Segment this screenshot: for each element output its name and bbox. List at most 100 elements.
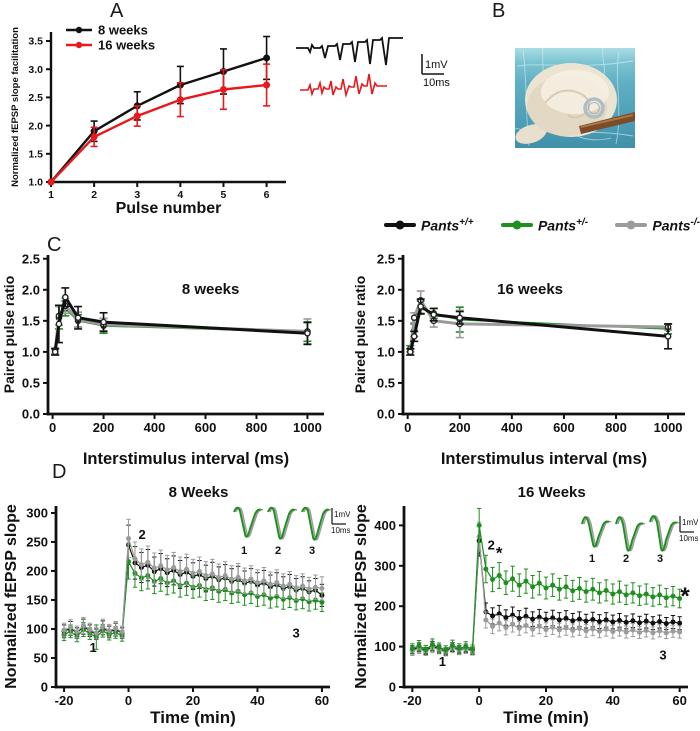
- svg-text:100: 100: [26, 622, 48, 637]
- svg-text:200: 200: [374, 599, 396, 614]
- annotation-c2-0: 16 weeks: [497, 281, 563, 298]
- trace-inset-d2-svg: 1 2 3 1mV 10ms: [581, 515, 699, 565]
- svg-text:600: 600: [195, 420, 217, 435]
- svg-text:200: 200: [93, 420, 115, 435]
- svg-text:0: 0: [476, 693, 483, 708]
- svg-text:800: 800: [246, 420, 268, 435]
- svg-text:0.0: 0.0: [377, 407, 395, 422]
- chart-ltp-16w: -20 0 20 40 60 0 100 200 300 400 Time (min) Normali…: [352, 478, 700, 730]
- panel-label-b: B: [492, 0, 506, 22]
- svg-text:40: 40: [606, 693, 620, 708]
- chart-fepsp-facilitation: 1 2 3 4 5 6 1.0 1.5 2.0 2.5 3.0 3.5 Pulse number Norm…: [8, 16, 296, 220]
- svg-text:8 weeks: 8 weeks: [98, 23, 148, 38]
- d2-trace-label-2: 2: [623, 553, 629, 565]
- svg-text:400: 400: [501, 420, 523, 435]
- svg-text:0: 0: [41, 680, 48, 695]
- y-axis-label-c2: Paired pulse ratio: [353, 276, 368, 393]
- trace-inset-d1: 1 2 3 1mV 10ms: [232, 500, 351, 558]
- x-axis-label-a: Pulse number: [116, 200, 222, 217]
- svg-text:2.5: 2.5: [28, 92, 43, 104]
- legend-swatch-wildtype-icon: [384, 220, 416, 230]
- svg-text:1.0: 1.0: [28, 177, 43, 189]
- svg-text:2.5: 2.5: [377, 251, 395, 266]
- axes: 0 200 400 600 800 1000 0.0 0.5 1.0 1.5 2.0 2.5: [377, 251, 685, 435]
- d1-trace-1: [233, 506, 264, 538]
- chart-svg-a: 1 2 3 4 5 6 1.0 1.5 2.0 2.5 3.0 3.5 Pulse number Norm…: [10, 23, 286, 217]
- chart-svg-d2: -20 0 20 40 60 0 100 200 300 400 Time (min) Normali…: [353, 484, 690, 727]
- d2-trace-label-3: 3: [657, 553, 663, 565]
- annotation-d2-1: 2: [488, 538, 495, 553]
- trace-8w: [296, 36, 403, 66]
- svg-text:1.5: 1.5: [22, 313, 40, 328]
- anchor-ring: [583, 97, 605, 119]
- panel-label-a: A: [110, 0, 124, 22]
- svg-text:2.0: 2.0: [377, 282, 395, 297]
- svg-text:0: 0: [404, 420, 411, 435]
- annotation-d2-2: *: [496, 544, 503, 563]
- legend-label-knockout: Pants-/-: [652, 216, 700, 234]
- svg-text:200: 200: [26, 564, 48, 579]
- annotation-d1-2: 3: [293, 626, 300, 641]
- legend-swatch-het-icon: [500, 220, 533, 230]
- annotation-d2-3: 3: [659, 648, 666, 663]
- chart-paired-pulse-8w: 0 200 400 600 800 1000 0.0 0.5 1.0 1.5 2.0 2.5 Inter…: [1, 245, 350, 471]
- axes: 0 200 400 600 800 1000 0.0 0.5 1.0 1.5 2.0 2.5: [22, 251, 324, 435]
- annotation-c1-0: 8 weeks: [182, 281, 240, 298]
- annotation-d2-4: *: [680, 583, 690, 610]
- annotation-d1-0: 1: [89, 640, 96, 655]
- d2-scalebar-ms: 10ms: [679, 534, 698, 543]
- svg-text:1000: 1000: [293, 420, 322, 435]
- svg-text:60: 60: [315, 693, 329, 708]
- series-8 weeks: [47, 35, 271, 186]
- genotype-legend: Pants+/+ Pants+/- Pants-/-: [384, 214, 700, 236]
- d1-trace-label-2: 2: [275, 545, 281, 557]
- chart-title-d2: 16 Weeks: [518, 484, 586, 501]
- panel-label-c: C: [47, 234, 62, 256]
- svg-text:60: 60: [672, 693, 686, 708]
- svg-text:100: 100: [374, 639, 396, 654]
- svg-text:16 weeks: 16 weeks: [98, 38, 155, 53]
- legend-swatch-knockout-icon: [615, 220, 648, 230]
- svg-text:6: 6: [264, 189, 270, 201]
- svg-text:1.5: 1.5: [28, 148, 43, 160]
- trace-inset-a-svg: 1mV 10ms: [296, 36, 450, 99]
- svg-text:800: 800: [605, 420, 627, 435]
- legend-item-knockout: Pants-/-: [615, 216, 700, 234]
- d1-trace-2: [267, 506, 298, 540]
- chart-svg-c2: 0 200 400 600 800 1000 0.0 0.5 1.0 1.5 2.0 2.5 Inter…: [352, 251, 685, 468]
- svg-text:1.0: 1.0: [377, 344, 395, 359]
- x-axis-label-c1: Interstimulus interval (ms): [83, 450, 289, 468]
- svg-text:20: 20: [186, 693, 200, 708]
- trace-inset-d2: 1 2 3 1mV 10ms: [580, 508, 699, 566]
- svg-text:1.5: 1.5: [377, 313, 395, 328]
- chart-svg-d1: -20 0 20 40 60 0 50 100 150 200 250 300 Time (min) No…: [3, 484, 330, 727]
- series-Pants-/-: [409, 521, 683, 657]
- d2-trace-2: [615, 516, 646, 552]
- brain-slice-photo: [514, 47, 635, 148]
- svg-text:4: 4: [177, 189, 183, 201]
- svg-text:2.5: 2.5: [22, 251, 40, 266]
- x-axis-label-c2: Interstimulus interval (ms): [441, 450, 647, 468]
- d2-trace-1: [581, 516, 612, 548]
- axes: 1 2 3 4 5 6 1.0 1.5 2.0 2.5 3.0 3.5: [28, 32, 286, 201]
- d2-trace-label-1: 1: [589, 553, 595, 565]
- svg-text:3: 3: [134, 189, 140, 201]
- chart-paired-pulse-16w: 0 200 400 600 800 1000 0.0 0.5 1.0 1.5 2.0 2.5 Inter…: [352, 245, 700, 471]
- x-axis-label-d1: Time (min): [150, 708, 236, 727]
- svg-text:40: 40: [250, 693, 264, 708]
- chart-ltp-8w: -20 0 20 40 60 0 50 100 150 200 250 300 Time (min) No…: [2, 478, 350, 730]
- svg-text:0: 0: [49, 420, 56, 435]
- series-Pants+/+: [51, 287, 312, 356]
- svg-text:5: 5: [221, 189, 227, 201]
- svg-text:1: 1: [48, 189, 54, 201]
- svg-text:2: 2: [91, 189, 97, 201]
- series-Pants+/-: [409, 507, 683, 655]
- svg-text:0: 0: [125, 693, 132, 708]
- d2-trace-3: [649, 515, 680, 552]
- series-Pants+/+: [406, 298, 673, 356]
- legend-label-het: Pants+/-: [537, 216, 589, 234]
- svg-text:50: 50: [34, 651, 48, 666]
- axes: -20 0 20 40 60 0 50 100 150 200 250 300: [26, 506, 330, 708]
